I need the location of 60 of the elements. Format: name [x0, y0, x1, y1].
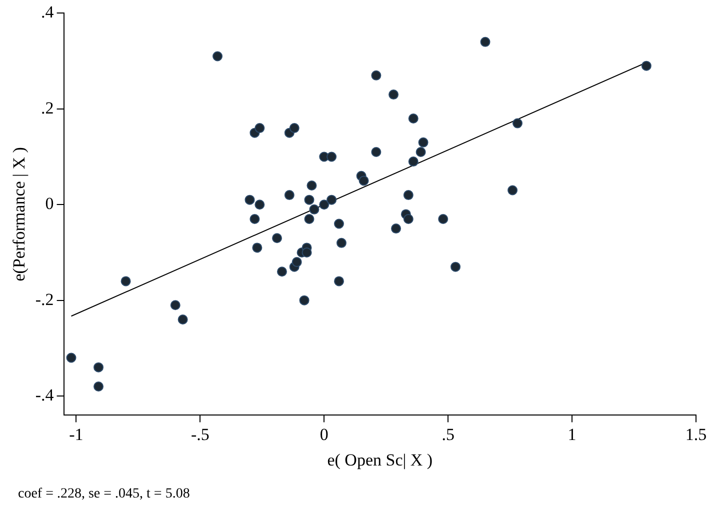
- point: [403, 190, 414, 200]
- point: [408, 156, 418, 167]
- x-tick-label: -1: [69, 424, 84, 444]
- point: [508, 185, 518, 196]
- point: [252, 242, 262, 253]
- point: [388, 90, 399, 100]
- point: [336, 238, 346, 248]
- point: [319, 200, 330, 210]
- y-tick-label: -.4: [35, 386, 54, 405]
- point: [480, 36, 490, 47]
- point: [371, 70, 382, 80]
- point: [292, 257, 302, 268]
- point: [391, 224, 402, 234]
- point: [299, 295, 310, 306]
- point: [306, 180, 317, 190]
- y-tick-label: -.2: [35, 290, 54, 309]
- point: [272, 233, 282, 244]
- point: [66, 352, 76, 363]
- point: [418, 137, 428, 148]
- point: [334, 276, 344, 286]
- point: [254, 200, 265, 210]
- point: [250, 214, 260, 224]
- point: [120, 276, 131, 286]
- point: [326, 194, 337, 205]
- point: [358, 176, 369, 186]
- y-tick-label: .4: [41, 2, 54, 22]
- point: [326, 152, 337, 162]
- point: [289, 123, 300, 134]
- point: [309, 204, 320, 214]
- point: [170, 300, 180, 310]
- x-axis-title: e( Open Sc| X ): [327, 450, 433, 470]
- x-tick-label: 1: [568, 424, 576, 444]
- point: [450, 262, 461, 272]
- point: [304, 194, 314, 205]
- x-tick-label: 1.5: [685, 424, 707, 444]
- point: [276, 266, 287, 277]
- point: [403, 214, 414, 224]
- point: [284, 190, 294, 200]
- point: [94, 362, 104, 372]
- point: [254, 123, 265, 134]
- point: [304, 214, 314, 224]
- x-tick-label: 0: [320, 424, 328, 444]
- point: [408, 113, 418, 124]
- point: [178, 314, 188, 324]
- point: [641, 60, 652, 71]
- point: [416, 146, 426, 157]
- y-tick-label: 0: [45, 194, 54, 214]
- point: [371, 146, 382, 157]
- text: coef = .228, se = .045, t = 5.08: [18, 486, 190, 502]
- y-tick-label: .2: [41, 98, 54, 118]
- y-axis-title: e(Performance | X ): [10, 147, 29, 282]
- point: [512, 118, 522, 128]
- x-tick-label: .5: [442, 424, 454, 444]
- point: [438, 214, 448, 224]
- point: [212, 51, 223, 62]
- point: [244, 194, 255, 205]
- point: [94, 381, 104, 392]
- point: [334, 218, 344, 229]
- point: [302, 247, 312, 258]
- x-tick-label: -.5: [190, 424, 210, 444]
